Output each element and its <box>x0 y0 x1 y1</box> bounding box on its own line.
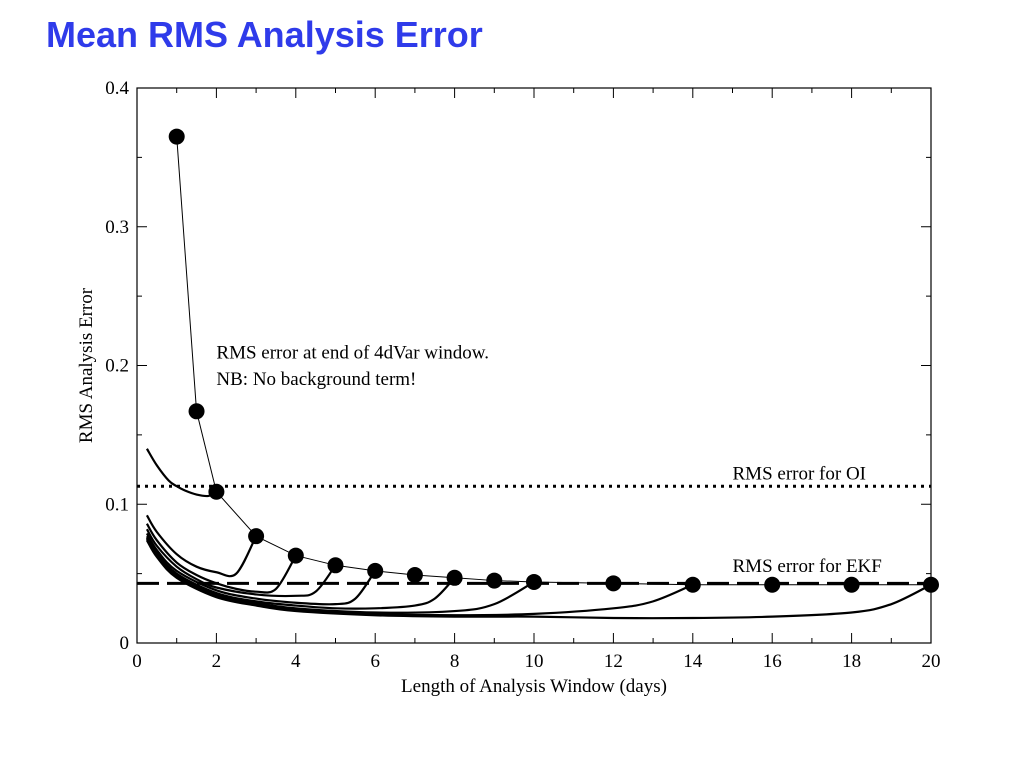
chart-annotation: RMS error for EKF <box>733 556 882 577</box>
y-tick-label: 0.2 <box>105 356 129 377</box>
x-tick-label: 12 <box>604 651 623 672</box>
window-error-curve <box>145 538 694 617</box>
window-error-curve <box>145 536 535 614</box>
series-layer <box>137 128 939 620</box>
chart-annotation: RMS error at end of 4dVar window. <box>216 343 489 364</box>
window-end-point <box>188 403 205 420</box>
chart-annotation: NB: No background term! <box>216 369 416 390</box>
window-end-point <box>486 572 503 589</box>
x-tick-label: 4 <box>291 651 301 672</box>
x-tick-label: 6 <box>370 651 380 672</box>
y-tick-label: 0.3 <box>105 217 129 238</box>
x-tick-label: 18 <box>842 651 861 672</box>
window-error-curve <box>145 448 217 498</box>
y-tick-label: 0 <box>120 633 130 654</box>
x-tick-label: 20 <box>922 651 941 672</box>
y-tick-label: 0.1 <box>105 494 129 515</box>
y-tick-label: 0.4 <box>105 78 129 99</box>
window-end-error-line <box>176 136 931 586</box>
slide-title: Mean RMS Analysis Error <box>46 14 483 55</box>
window-end-point <box>843 576 860 593</box>
window-end-point <box>168 128 185 145</box>
window-error-curve <box>145 523 297 594</box>
x-tick-label: 10 <box>525 651 544 672</box>
window-end-point <box>605 575 622 592</box>
label-layer: 0 2 4 6 8 10 12 14 16 18 20 0 0.1 0.2 0.3 0.4 Length of … <box>76 78 941 697</box>
window-error-curve <box>145 532 377 606</box>
x-tick-label: 14 <box>683 651 703 672</box>
window-end-point <box>406 567 423 584</box>
x-axis-label: Length of Analysis Window (days) <box>401 676 667 697</box>
x-tick-label: 2 <box>212 651 222 672</box>
window-error-curve <box>145 514 258 578</box>
window-error-curve <box>145 539 932 620</box>
x-tick-label: 8 <box>450 651 460 672</box>
y-axis-label: RMS Analysis Error <box>76 287 97 443</box>
chart-annotation: RMS error for OI <box>733 463 867 484</box>
x-tick-label: 16 <box>763 651 782 672</box>
x-tick-label: 0 <box>132 651 142 672</box>
window-error-curve <box>145 528 337 598</box>
axis-ticks <box>136 87 932 644</box>
